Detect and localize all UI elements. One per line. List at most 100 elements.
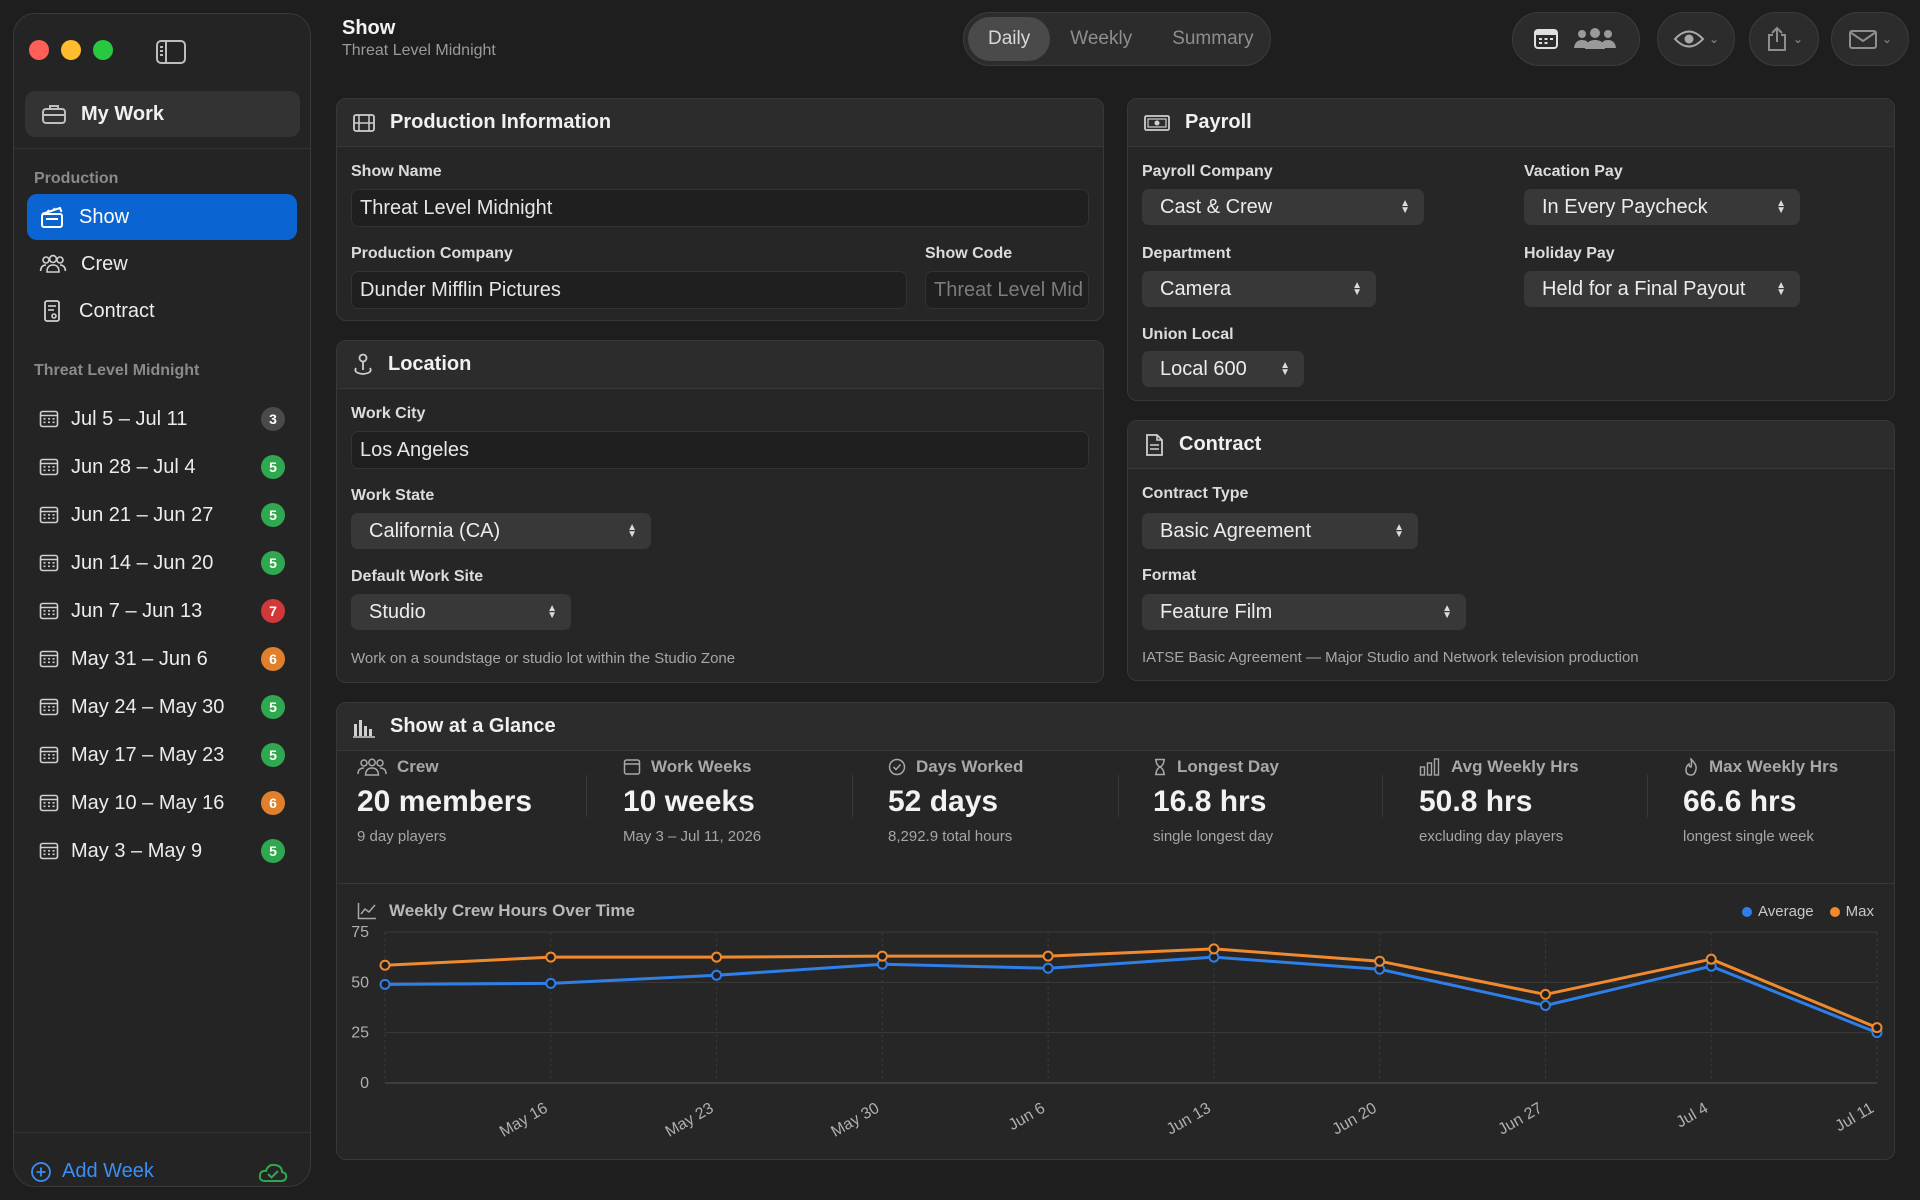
- payroll-company-label: Payroll Company: [1142, 163, 1273, 180]
- contract-type-select[interactable]: Basic Agreement ▲ ▼: [1142, 513, 1418, 549]
- payroll-company-select[interactable]: Cast & Crew ▲ ▼: [1142, 189, 1424, 225]
- day-count-badge: 6: [261, 647, 285, 671]
- legend-item-average: Average: [1742, 903, 1814, 920]
- sidebar-week-item[interactable]: Jun 14 – Jun 20 5: [27, 543, 297, 583]
- stat-divider: [1118, 775, 1119, 817]
- segment-weekly[interactable]: Weekly: [1070, 28, 1133, 49]
- glance-divider: [337, 883, 1894, 884]
- stat-caption: 9 day players: [357, 828, 447, 845]
- stat-crew: Crew 20 members 9 day players: [357, 757, 607, 845]
- eye-menu[interactable]: ⌄: [1673, 28, 1719, 50]
- x-tick-label: Jun 20: [1330, 1100, 1380, 1139]
- work-state-select[interactable]: California (CA) ▲ ▼: [351, 513, 651, 549]
- share-menu-button[interactable]: ⌄: [1749, 12, 1819, 66]
- production-company-field[interactable]: Dunder Mifflin Pictures: [351, 271, 907, 309]
- y-tick-label: 0: [360, 1075, 369, 1092]
- legend-dot: [1742, 906, 1753, 917]
- chevron-updown-icon: ▲ ▼: [1394, 522, 1404, 540]
- stat-header: Work Weeks: [623, 757, 873, 777]
- vacation-pay-select[interactable]: In Every Paycheck ▲ ▼: [1524, 189, 1800, 225]
- week-label: May 24 – May 30: [71, 695, 225, 718]
- data-point-max: [1705, 953, 1717, 965]
- cloud-sync-icon[interactable]: [258, 1162, 288, 1184]
- day-count-badge: 3: [261, 407, 285, 431]
- contract-icon: [44, 300, 60, 322]
- format-select[interactable]: Feature Film ▲ ▼: [1142, 594, 1466, 630]
- sidebar-week-item[interactable]: Jun 28 – Jul 4 5: [27, 447, 297, 487]
- chevron-down-icon: ⌄: [1708, 32, 1720, 46]
- share-icon: [1767, 26, 1786, 51]
- day-count-badge: 5: [261, 503, 285, 527]
- stat-caption: excluding day players: [1419, 828, 1564, 845]
- sidebar-week-item[interactable]: May 17 – May 23 5: [27, 735, 297, 775]
- data-point-max: [1374, 955, 1386, 967]
- panel-header: Show at a Glance: [337, 703, 1894, 751]
- work-site-value: Studio: [369, 600, 426, 623]
- add-week-label: Add Week: [62, 1160, 154, 1182]
- payroll-company-value: Cast & Crew: [1160, 195, 1273, 218]
- calendar-icon: [39, 554, 59, 572]
- panel-title: Location: [388, 353, 472, 375]
- map-pin-icon: [354, 353, 372, 375]
- stat-caption: May 3 – Jul 11, 2026: [623, 828, 762, 845]
- mail-menu[interactable]: ⌄: [1848, 28, 1892, 50]
- sidebar-week-item[interactable]: May 10 – May 16 6: [27, 783, 297, 823]
- calendar-icon: [39, 842, 59, 860]
- stat-value: 50.8 hrs: [1419, 785, 1533, 818]
- sidebar-week-item[interactable]: May 3 – May 9 5: [27, 831, 297, 871]
- minimize-window-button[interactable]: [61, 40, 81, 60]
- sidebar-item-show[interactable]: Show: [27, 194, 297, 240]
- legend-label: Max: [1845, 903, 1874, 920]
- show-code-field[interactable]: Threat Level Mid: [925, 271, 1089, 309]
- calendar-view-button[interactable]: [1533, 27, 1559, 51]
- week-label: May 31 – Jun 6: [71, 647, 208, 670]
- department-value: Camera: [1160, 277, 1232, 300]
- default-work-site-select[interactable]: Studio ▲ ▼: [351, 594, 571, 630]
- share-menu[interactable]: ⌄: [1765, 26, 1803, 52]
- add-week-button[interactable]: Add Week: [30, 1160, 154, 1183]
- hourglass-icon: [1155, 758, 1165, 776]
- department-select[interactable]: Camera ▲ ▼: [1142, 271, 1376, 307]
- union-local-select[interactable]: Local 600 ▲ ▼: [1142, 351, 1304, 387]
- sidebar-week-item[interactable]: Jul 5 – Jul 11 3: [27, 399, 297, 439]
- sidebar-week-item[interactable]: May 31 – Jun 6 6: [27, 639, 297, 679]
- calendar-icon: [39, 506, 59, 524]
- segment-daily[interactable]: Daily: [968, 17, 1051, 61]
- show-name-field[interactable]: Threat Level Midnight: [351, 189, 1089, 227]
- sidebar-item-crew[interactable]: Crew: [27, 241, 297, 287]
- data-point-max: [1208, 943, 1220, 955]
- x-tick-label: Jun 27: [1495, 1100, 1545, 1139]
- contract-note: IATSE Basic Agreement — Major Studio and…: [1142, 649, 1639, 666]
- sidebar-week-item[interactable]: Jun 21 – Jun 27 5: [27, 495, 297, 535]
- stat-avg-weekly-hrs: Avg Weekly Hrs 50.8 hrs excluding day pl…: [1419, 757, 1669, 845]
- my-work-button[interactable]: My Work: [25, 91, 300, 137]
- sidebar-toggle-icon[interactable]: [156, 40, 186, 64]
- sidebar-week-item[interactable]: May 24 – May 30 5: [27, 687, 297, 727]
- visibility-menu-button[interactable]: ⌄: [1657, 12, 1735, 66]
- segment-summary[interactable]: Summary: [1172, 28, 1254, 49]
- mail-menu-button[interactable]: ⌄: [1831, 12, 1909, 66]
- zoom-window-button[interactable]: [93, 40, 113, 60]
- series-line-max: [384, 947, 1878, 1030]
- data-point-max: [876, 950, 888, 962]
- week-label: Jun 21 – Jun 27: [71, 503, 214, 526]
- panel-title: Show at a Glance: [390, 715, 556, 737]
- sidebar-item-contract[interactable]: Contract: [27, 288, 297, 334]
- legend-item-max: Max: [1829, 903, 1874, 920]
- crew-view-button[interactable]: [1571, 26, 1619, 52]
- stat-header: Days Worked: [888, 757, 1138, 777]
- panel-title: Payroll: [1185, 111, 1252, 133]
- stat-caption: single longest day: [1153, 828, 1274, 845]
- sidebar-week-item[interactable]: Jun 7 – Jun 13 7: [27, 591, 297, 631]
- stat-header: Longest Day: [1153, 757, 1403, 777]
- chevron-updown-icon: ▲ ▼: [1400, 198, 1410, 216]
- calendar-icon: [39, 746, 59, 764]
- show-name-label: Show Name: [351, 163, 442, 180]
- holiday-pay-select[interactable]: Held for a Final Payout ▲ ▼: [1524, 271, 1800, 307]
- sidebar-item-label: Crew: [81, 252, 128, 275]
- work-city-field[interactable]: Los Angeles: [351, 431, 1089, 469]
- close-window-button[interactable]: [29, 40, 49, 60]
- document-icon: [1146, 433, 1163, 456]
- holiday-pay-label: Holiday Pay: [1524, 245, 1615, 262]
- x-tick-label: May 30: [828, 1100, 882, 1141]
